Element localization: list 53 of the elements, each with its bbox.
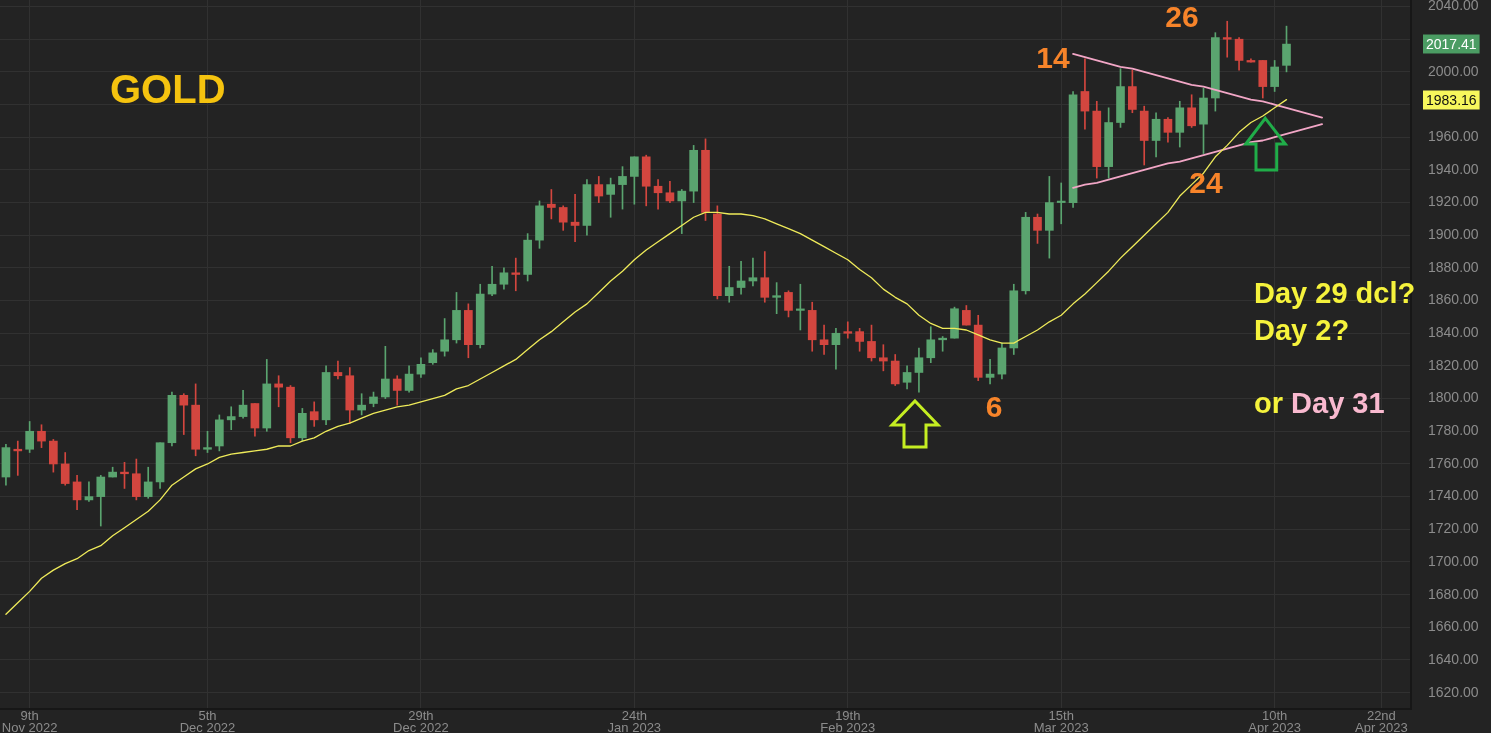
annotation: Day 29 dcl? [1254, 277, 1416, 309]
text: GOLD [110, 67, 226, 112]
y-tick-label: 1680.00 [1428, 585, 1479, 602]
y-tick-label: 1640.00 [1428, 650, 1479, 667]
y-tick-label: 1860.00 [1428, 291, 1479, 308]
x-tick-label: 15th Mar 2023 [1033, 707, 1089, 733]
candlestick [819, 324, 829, 355]
y-tick-label: 1660.00 [1428, 618, 1479, 635]
y-tick-label: 1620.00 [1428, 683, 1479, 700]
x-tick-label: 29th Dec 2022 [393, 707, 449, 733]
candlestick [653, 179, 663, 210]
annotation: 26 [1165, 0, 1199, 34]
y-tick-label: 1800.00 [1428, 389, 1479, 406]
annotation: 6 [985, 390, 1003, 424]
text: 1983.16 [1426, 91, 1477, 108]
candlestick [843, 321, 853, 339]
x-tick-label: 19th Feb 2023 [820, 707, 876, 733]
y-tick-label: 1940.00 [1428, 160, 1479, 177]
candlestick [1222, 20, 1232, 58]
y-tick-label: 2040.00 [1428, 0, 1479, 14]
candlestick [179, 393, 189, 435]
annotation: 14 [1036, 41, 1070, 75]
candlestick [736, 261, 746, 295]
y-tick-label: 1780.00 [1428, 422, 1479, 439]
candlestick [13, 440, 23, 476]
candlestick [333, 360, 343, 380]
x-tick-label: 5th Dec 2022 [179, 707, 236, 733]
y-tick-label: 1840.00 [1428, 324, 1479, 341]
candlestick [570, 194, 580, 243]
y-tick-label: 1740.00 [1428, 487, 1479, 504]
annotation: 24 [1189, 166, 1223, 200]
candlestick [226, 406, 236, 430]
x-tick-label: 9th Nov 2022 [1, 707, 58, 733]
y-tick-label: 1720.00 [1428, 520, 1479, 537]
annotation: Day 2? [1254, 314, 1350, 346]
y-tick-label: 1700.00 [1428, 552, 1479, 569]
candlestick [84, 481, 94, 502]
y-tick-label: 1960.00 [1428, 128, 1479, 145]
candlestick [748, 257, 758, 287]
text: 2017.41 [1426, 35, 1477, 52]
y-tick-label: 1820.00 [1428, 356, 1479, 373]
x-tick-label: 24th Jan 2023 [607, 707, 662, 733]
y-tick-label: 1920.00 [1428, 193, 1479, 210]
y-tick-label: 1880.00 [1428, 258, 1479, 275]
candlestick [511, 257, 521, 292]
y-tick-label: 2000.00 [1428, 62, 1479, 79]
y-tick-label: 1760.00 [1428, 454, 1479, 471]
annotation: or Day 31 [1254, 387, 1385, 419]
y-tick-label: 1900.00 [1428, 226, 1479, 243]
candlestick [724, 265, 734, 303]
candlestick [1056, 182, 1066, 225]
candlestick [985, 359, 995, 385]
candlestick [677, 189, 687, 234]
